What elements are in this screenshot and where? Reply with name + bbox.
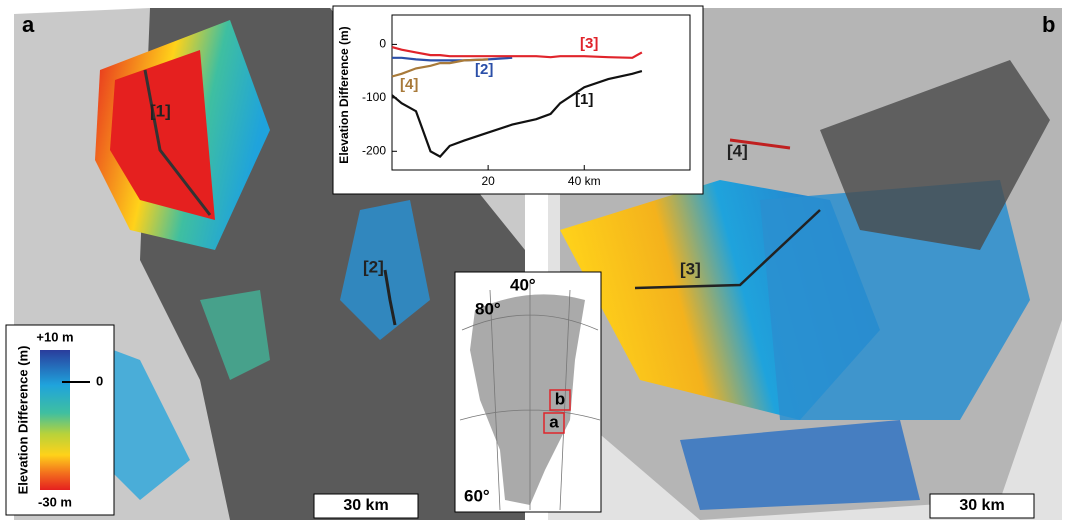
colorbar-min: -30 m	[38, 494, 72, 509]
y-tick-label: -100	[362, 90, 386, 104]
panel-letter: b	[1042, 12, 1055, 37]
map-label: [1]	[150, 101, 171, 120]
y-axis-title: Elevation Difference (m)	[337, 26, 351, 163]
map-label: [4]	[727, 141, 748, 160]
map-label: [3]	[680, 259, 701, 278]
series-label: [3]	[580, 35, 598, 52]
colorbar: Elevation Difference (m) +10 m 0 -30 m	[6, 325, 114, 515]
x-tick-label: 40 km	[568, 174, 601, 188]
scale-bar-label: 30 km	[343, 497, 388, 514]
y-tick-label: -200	[362, 143, 386, 157]
map-label: [2]	[363, 257, 384, 276]
colorbar-zero: 0	[96, 373, 103, 388]
locator-lat-label: 80°	[475, 299, 501, 318]
locator-map: b a 40° 80° 60°	[455, 272, 601, 512]
panel-letter: a	[22, 12, 35, 37]
colorbar-title: Elevation Difference (m)	[15, 346, 30, 495]
locator-lat-label: 60°	[464, 486, 490, 505]
y-tick-label: 0	[379, 37, 386, 51]
series-label: [2]	[475, 61, 493, 78]
locator-box-label: b	[555, 389, 565, 408]
locator-lon-label: 40°	[510, 275, 536, 294]
series-label: [4]	[400, 76, 418, 93]
figure: a [1] [2] 30 km b [3] [4] 30 km Elevatio…	[0, 0, 1070, 522]
colorbar-max: +10 m	[36, 329, 73, 344]
series-label: [1]	[575, 91, 593, 108]
x-tick-label: 20	[481, 174, 495, 188]
scale-bar-label: 30 km	[959, 497, 1004, 514]
locator-box-label: a	[549, 412, 559, 431]
inset-chart: Elevation Difference (m) 0 -100 -200 20 40 k…	[333, 6, 703, 194]
